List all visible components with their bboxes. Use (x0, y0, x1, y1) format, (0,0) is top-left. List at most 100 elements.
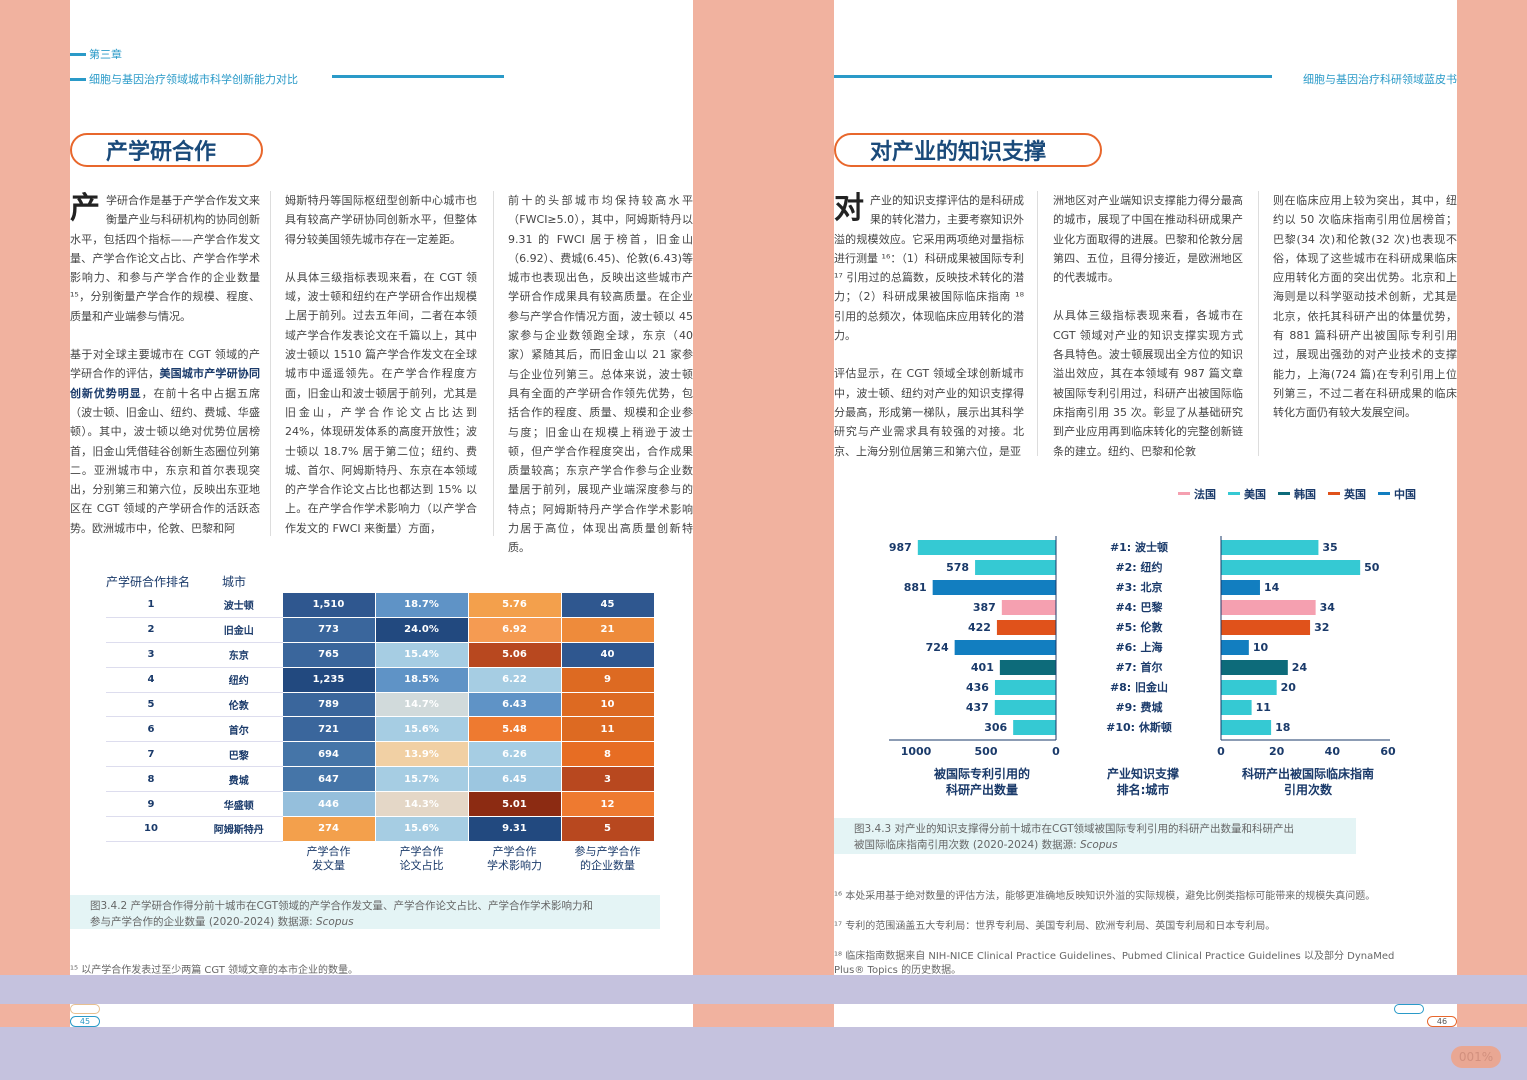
table-row: 10 阿姆斯特丹 274 15.6% 9.31 5 (106, 816, 655, 842)
rank-cell: 9 (106, 791, 196, 818)
patent-value-label: 401 (971, 661, 994, 674)
axis-title: 产业知识支撑 (1107, 766, 1179, 781)
x-tick-label: 500 (975, 745, 998, 758)
right-page: 细胞与基因治疗科研领域蓝皮书 对产业的知识支撑 对产业的知识支撑评估的是科研成果… (834, 0, 1457, 1080)
city-rank-label: #6: 上海 (1115, 640, 1162, 654)
paragraph: 评估显示，在 CGT 领域全球创新城市中，波士顿、纽约对产业的知识支撑得分最高，… (834, 367, 1024, 458)
legend-label: 美国 (1244, 487, 1266, 501)
heat-cell: 765 (281, 641, 376, 668)
legend-swatch (1328, 492, 1340, 495)
paragraph: 从具体三级指标表现来看，在 CGT 领域，波士顿和纽约在产学研合作出规模上居于前… (285, 270, 477, 535)
guideline-bar (1221, 560, 1361, 575)
heat-cell: 6.92 (467, 616, 562, 643)
x-tick-label: 1000 (901, 745, 932, 758)
butterfly-bar-chart: 法国 美国 韩国 英国 中国 987 #1: 波士顿 35 578 #2: 纽约 50 881 #3: … (889, 487, 1416, 797)
city-rank-label: #4: 巴黎 (1115, 600, 1163, 614)
heat-cell: 773 (281, 616, 376, 643)
patent-bar (999, 660, 1056, 675)
rank-cell: 4 (106, 667, 196, 693)
heat-cell: 45 (560, 592, 655, 618)
heat-cell: 18.7% (374, 592, 469, 618)
heat-cell: 446 (281, 791, 376, 818)
chapter-label: 第三章 (70, 46, 122, 62)
city-rank-label: #8: 旧金山 (1110, 680, 1168, 694)
rank-cell: 8 (106, 766, 196, 793)
city-cell: 旧金山 (196, 617, 282, 643)
drop-cap: 对 (834, 191, 864, 226)
page-tab (70, 1004, 100, 1014)
heat-cell: 21 (560, 616, 655, 643)
city-cell: 东京 (196, 642, 282, 668)
drop-cap: 产 (70, 191, 100, 226)
footnote-15: ¹⁵ 以产学合作发表过至少两篇 CGT 领域文章的本市企业的数量。 (70, 965, 359, 976)
patent-value-label: 306 (984, 721, 1007, 734)
table-footer-label: 产学合作 发文量 (306, 845, 351, 872)
footnote-16: ¹⁶ 本处采用基于绝对数量的评估方法，能够更准确地反映知识外溢的实际规模，避免比… (834, 891, 1376, 902)
heat-cell: 9.31 (467, 816, 562, 842)
guideline-bar (1221, 720, 1272, 735)
footnote-18: ¹⁸ 临床指南数据来自 NIH-NICE Clinical Practice G… (834, 951, 1395, 976)
table-row: 7 巴黎 694 13.9% 6.26 8 (106, 741, 655, 768)
watermark: 001% (1451, 1046, 1501, 1068)
table-row: 8 费城 647 15.7% 6.45 3 (106, 766, 655, 793)
heat-cell: 647 (281, 766, 376, 793)
heat-cell: 1,510 (281, 592, 376, 618)
column-divider (1258, 191, 1259, 456)
legend-label: 英国 (1343, 487, 1366, 501)
rank-cell: 6 (106, 716, 196, 743)
patent-bar (954, 640, 1056, 655)
heat-cell: 1,235 (281, 666, 376, 693)
patent-value-label: 387 (973, 601, 996, 614)
heat-cell: 5 (560, 816, 655, 842)
legend-label: 法国 (1194, 487, 1216, 501)
city-rank-label: #9: 费城 (1115, 700, 1162, 714)
text-column-1: 对产业的知识支撑评估的是科研成果的转化潜力，主要考察知识外溢的规模效应。它采用两… (834, 191, 1024, 480)
axis-title: 排名:城市 (1117, 782, 1170, 797)
footnote-17: ¹⁷ 专利的范围涵盖五大专利局：世界专利局、美国专利局、欧洲专利局、英国专利局和… (834, 921, 1276, 932)
heat-cell: 5.01 (467, 791, 562, 818)
table-head-city: 城市 (222, 575, 247, 589)
legend-swatch (1178, 492, 1190, 495)
paragraph: 从具体三级指标表现来看，各城市在 CGT 领域对产业的知识支撑实现方式各具特色。… (1053, 309, 1243, 458)
legend-swatch (1278, 492, 1290, 495)
left-page: 第三章 细胞与基因治疗领域城市科学创新能力对比 产学研合作 产学研合作是基于产学… (70, 0, 693, 1080)
figure-caption: 图3.4.3 对产业的知识支撑得分前十城市在CGT领域被国际专利引用的科研产出数… (834, 818, 1356, 854)
heat-cell: 5.48 (467, 716, 562, 743)
heat-cell: 5.06 (467, 641, 562, 668)
legend-swatch (1228, 492, 1240, 495)
patent-bar (975, 560, 1056, 575)
heat-cell: 9 (560, 666, 655, 693)
patent-value-label: 422 (968, 621, 991, 634)
table-footer-label: 产学合作 学术影响力 (487, 845, 542, 872)
patent-bar (932, 580, 1056, 595)
legend-label: 中国 (1394, 487, 1416, 501)
figure-caption: 图3.4.2 产学研合作得分前十城市在CGT领域的产学合作发文量、产学合作论文占… (70, 895, 660, 929)
axis-title: 被国际专利引用的 (934, 766, 1030, 781)
guideline-bar (1221, 680, 1277, 695)
heat-cell: 14.7% (374, 691, 469, 718)
patent-value-label: 436 (966, 681, 989, 694)
column-divider (493, 191, 494, 536)
heat-cell: 6.45 (467, 766, 562, 793)
city-rank-label: #2: 纽约 (1115, 560, 1162, 574)
guideline-value-label: 20 (1281, 681, 1297, 694)
heat-cell: 789 (281, 691, 376, 718)
axis-title: 科研产出被国际临床指南 (1242, 766, 1374, 781)
heat-cell: 5.76 (467, 592, 562, 618)
heat-cell: 13.9% (374, 741, 469, 768)
x-tick-label: 0 (1217, 745, 1225, 758)
heatmap-table: 1 波士顿 1,510 18.7% 5.76 45 2 旧金山 773 24.0% 6.92 21 3 东… (106, 592, 655, 842)
column-divider (1037, 191, 1038, 456)
city-rank-label: #5: 伦敦 (1115, 620, 1163, 634)
heat-cell: 6.26 (467, 741, 562, 768)
city-cell: 纽约 (196, 667, 282, 693)
text-column-2: 姆斯特丹等国际枢纽型创新中心城市也具有较高产学研协同创新水平，但整体得分较美国领… (285, 191, 477, 557)
rank-cell: 5 (106, 692, 196, 718)
guideline-bar (1221, 700, 1252, 715)
city-rank-label: #7: 首尔 (1115, 660, 1162, 674)
guideline-bar (1221, 580, 1260, 595)
heat-cell: 14.3% (374, 791, 469, 818)
guideline-bar (1221, 600, 1316, 615)
section-title: 产学研合作 (70, 133, 263, 167)
guideline-bar (1221, 540, 1319, 555)
